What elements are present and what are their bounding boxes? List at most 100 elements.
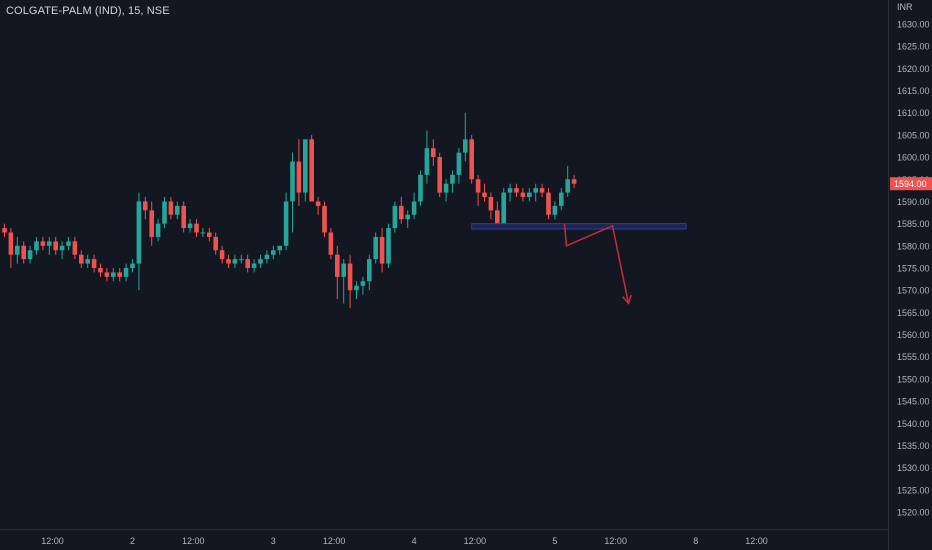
annotation-layer [471,223,687,306]
y-tick-label: 1530.00 [897,463,930,473]
symbol-title: COLGATE-PALM (IND), 15, NSE [6,5,170,17]
candle [367,254,372,291]
candle-body [162,201,167,224]
candle [149,201,154,246]
candle [482,183,487,202]
candle-body [27,250,33,260]
y-tick-label: 1600.00 [897,153,930,163]
y-tick-label: 1540.00 [897,419,930,429]
candle-body [213,236,218,251]
y-tick-label: 1605.00 [897,130,930,140]
y-tick-label: 1525.00 [897,485,930,495]
candle [200,228,206,237]
candle-body [181,205,186,229]
candle-body [373,236,378,260]
candle [347,254,353,308]
candle [181,201,186,233]
candle-body [168,201,174,215]
candle [53,236,58,255]
candle [463,112,468,162]
candle [143,197,148,220]
candle-body [501,192,506,224]
candle-body [552,205,558,215]
candle-body [21,245,26,260]
candle-body [405,214,410,220]
candle [136,192,142,291]
candle-body [392,205,398,229]
candle [47,236,52,255]
candle [571,174,577,189]
candle [443,179,449,202]
zone-rectangle[interactable] [471,223,687,230]
projection-arrow[interactable] [563,223,630,304]
y-tick-label: 1545.00 [897,397,930,407]
candle-body [495,210,500,224]
candle [104,268,110,282]
candle [335,245,340,300]
candle [40,236,46,251]
last-price-badge [890,177,932,191]
candle [168,197,174,220]
candle [72,236,78,260]
candle-body [315,201,321,206]
x-tick-label: 12:00 [464,536,487,546]
candle [373,232,378,264]
candle-body [533,188,538,193]
y-tick-label: 1615.00 [897,86,930,96]
candle-body [72,241,78,255]
candle-body [367,259,372,282]
candle-body [571,179,577,184]
candle [296,139,302,206]
candle [2,223,7,237]
candle-body [335,254,340,277]
candle-body [143,201,148,211]
x-tick-label: 12:00 [41,536,64,546]
candle [8,228,14,268]
candle [207,228,212,242]
candle-body [475,179,481,193]
candle [539,183,545,198]
candle [303,139,308,202]
arrow-head [622,294,632,306]
candle-body [200,232,206,234]
candle [283,192,289,251]
candle-body [399,205,404,220]
x-tick-label: 3 [271,536,276,546]
candle-body [386,228,391,264]
candle [507,183,513,202]
candle-body [431,148,436,158]
candle-body [354,285,359,291]
candle-body [8,232,14,255]
y-tick-label: 1560.00 [897,330,930,340]
candle [360,276,366,295]
y-tick-label: 1585.00 [897,219,930,229]
candle-body [303,139,308,193]
candle-body [219,250,225,260]
time-axis: 12:00 2 12:00 3 12:00 4 12:00 5 12:00 8 12:00 [0,529,888,546]
candle-body [322,205,327,233]
candle-body [136,201,142,264]
y-tick-label: 1520.00 [897,508,930,518]
candle-body [104,272,110,277]
candle-body [347,263,353,291]
y-tick-label: 1610.00 [897,108,930,118]
candle-body [271,250,276,255]
candle-body [341,263,346,277]
candle [79,250,84,268]
candle-body [482,192,487,198]
candle [34,236,39,255]
y-tick-label: 1555.00 [897,352,930,362]
candle [111,268,116,282]
candle [290,152,295,233]
candle [501,188,506,229]
candle [411,192,417,220]
candle [59,241,65,260]
candle [392,201,398,233]
candle-body [85,259,90,264]
candle-body [149,210,154,237]
candle [552,201,558,220]
candle [194,219,199,237]
candle-body [424,148,430,175]
candle [15,236,20,264]
